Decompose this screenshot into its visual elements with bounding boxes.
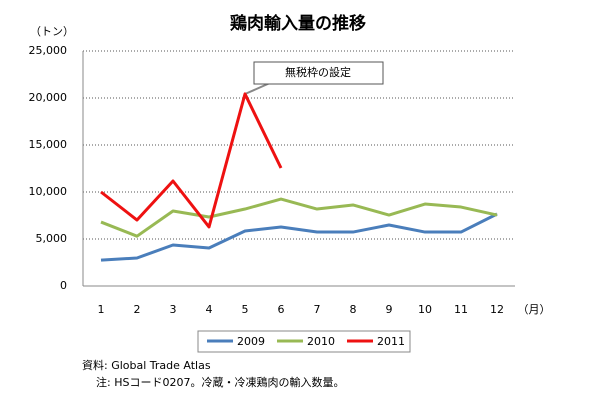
x-tick-label: 11 bbox=[454, 303, 468, 316]
x-tick-label: 5 bbox=[242, 303, 249, 316]
x-tick-label: 8 bbox=[350, 303, 357, 316]
x-tick-label: 7 bbox=[314, 303, 321, 316]
y-tick-label: 5,000 bbox=[36, 232, 68, 245]
chart-title: 鶏肉輸入量の推移 bbox=[230, 13, 366, 34]
line-series bbox=[100, 197, 498, 238]
y-tick-label: 25,000 bbox=[29, 44, 68, 57]
x-tick-label: 12 bbox=[490, 303, 504, 316]
callout-box bbox=[253, 61, 384, 85]
x-tick-label: 6 bbox=[278, 303, 285, 316]
line-series bbox=[100, 92, 283, 229]
legend-label: 2009 bbox=[237, 335, 265, 348]
y-tick-label: 20,000 bbox=[29, 91, 68, 104]
x-tick-label: 3 bbox=[170, 303, 177, 316]
legend-box bbox=[197, 330, 411, 353]
y-axis-label: （トン） bbox=[30, 25, 74, 38]
source: 資料: Global Trade Atlas bbox=[82, 358, 211, 372]
legend-label: 2010 bbox=[307, 335, 335, 348]
x-axis-label: （月） bbox=[518, 303, 551, 316]
y-tick-label: 10,000 bbox=[29, 185, 68, 198]
callout-pointer bbox=[244, 82, 300, 95]
y-tick-label: 0 bbox=[60, 279, 67, 292]
y-tick-label: 15,000 bbox=[29, 138, 68, 151]
line-series bbox=[100, 212, 498, 262]
annotation: 無税枠の設定 bbox=[285, 65, 351, 79]
x-tick-label: 10 bbox=[418, 303, 432, 316]
x-tick-label: 9 bbox=[386, 303, 393, 316]
x-tick-label: 2 bbox=[134, 303, 141, 316]
x-tick-label: 4 bbox=[206, 303, 213, 316]
legend-label: 2011 bbox=[377, 335, 405, 348]
note: 注: HSコード0207。冷蔵・冷凍鶏肉の輸入数量。 bbox=[96, 375, 344, 389]
x-tick-label: 1 bbox=[98, 303, 105, 316]
